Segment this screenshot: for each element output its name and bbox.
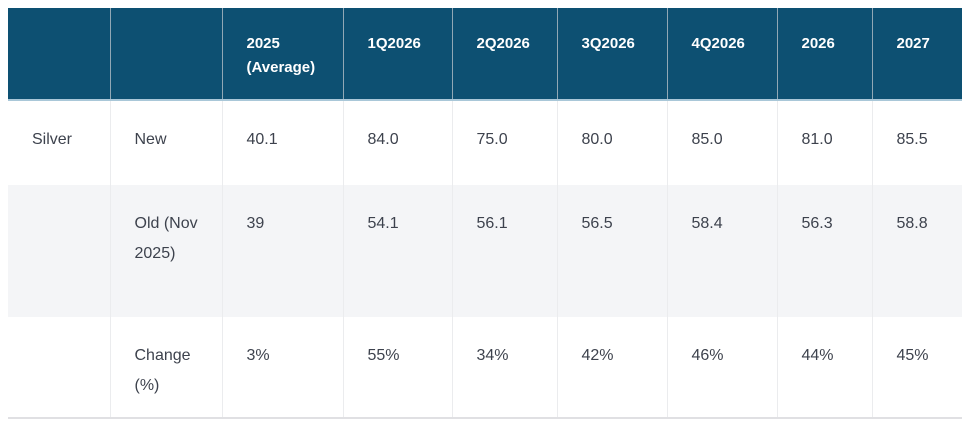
series-label-cell: Old (Nov 2025)	[110, 185, 223, 317]
commodity-cell	[8, 317, 111, 418]
column-header-3q2026: 3Q2026	[557, 8, 668, 101]
column-header-commodity	[8, 8, 111, 101]
value-cell: 39	[222, 185, 344, 317]
value-cell: 42%	[557, 317, 668, 418]
value-cell: 34%	[452, 317, 558, 418]
value-cell: 45%	[872, 317, 962, 418]
value-cell: 58.8	[872, 185, 962, 317]
column-header-series	[110, 8, 223, 101]
value-cell: 58.4	[667, 185, 778, 317]
column-header-2027: 2027	[872, 8, 962, 101]
commodity-cell: Silver	[8, 100, 111, 185]
commodity-cell	[8, 185, 111, 317]
column-header-2025-average: 2025 (Average)	[222, 8, 344, 101]
value-cell: 46%	[667, 317, 778, 418]
value-cell: 85.0	[667, 100, 778, 185]
column-header-2q2026: 2Q2026	[452, 8, 558, 101]
column-header-1q2026: 1Q2026	[343, 8, 453, 101]
value-cell: 54.1	[343, 185, 453, 317]
value-cell: 40.1	[222, 100, 344, 185]
series-label-cell: New	[110, 100, 223, 185]
value-cell: 55%	[343, 317, 453, 418]
header-row: 2025 (Average) 1Q2026 2Q2026 3Q2026 4Q20…	[8, 8, 962, 101]
value-cell: 44%	[777, 317, 873, 418]
value-cell: 75.0	[452, 100, 558, 185]
value-cell: 3%	[222, 317, 344, 418]
value-cell: 81.0	[777, 100, 873, 185]
value-cell: 80.0	[557, 100, 668, 185]
value-cell: 84.0	[343, 100, 453, 185]
value-cell: 56.1	[452, 185, 558, 317]
value-cell: 56.3	[777, 185, 873, 317]
table-row-old: Old (Nov 2025) 39 54.1 56.1 56.5 58.4 56…	[8, 185, 962, 317]
table-row-change: Change (%) 3% 55% 34% 42% 46% 44% 45%	[8, 317, 962, 418]
table-row-new: Silver New 40.1 84.0 75.0 80.0 85.0 81.0…	[8, 100, 962, 185]
value-cell: 85.5	[872, 100, 962, 185]
value-cell: 56.5	[557, 185, 668, 317]
column-header-2026: 2026	[777, 8, 873, 101]
silver-forecast-table: 2025 (Average) 1Q2026 2Q2026 3Q2026 4Q20…	[8, 8, 962, 419]
column-header-4q2026: 4Q2026	[667, 8, 778, 101]
series-label-cell: Change (%)	[110, 317, 223, 418]
